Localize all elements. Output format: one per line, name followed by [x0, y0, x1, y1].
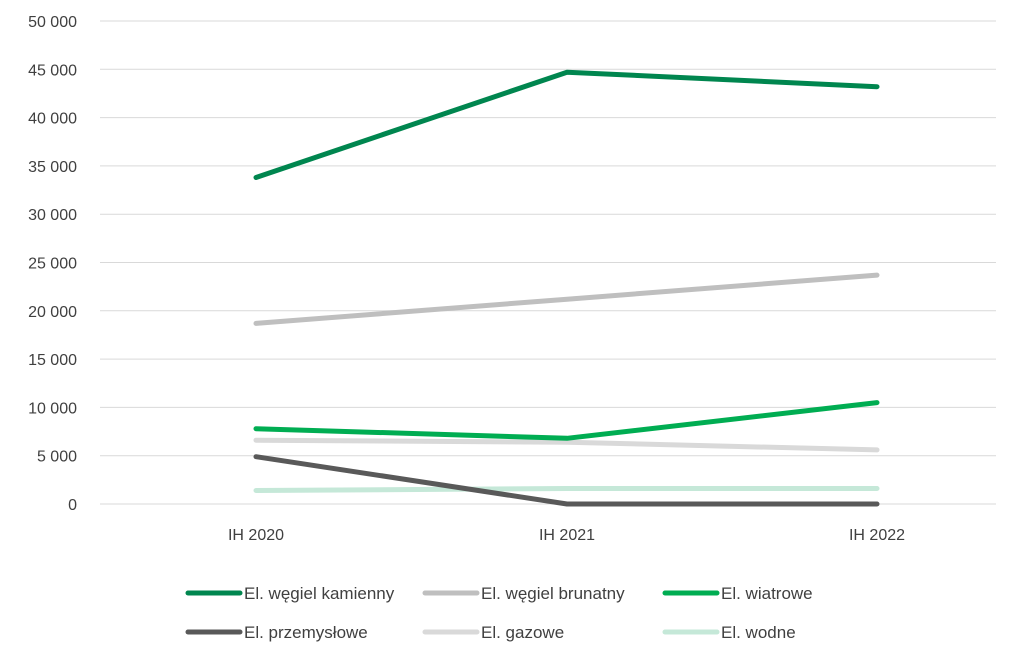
series-line — [253, 486, 880, 493]
y-tick-label: 10 000 — [28, 400, 77, 417]
x-tick-label: IH 2020 — [228, 527, 284, 544]
y-tick-label: 35 000 — [28, 159, 77, 176]
x-tick-label: IH 2021 — [539, 527, 595, 544]
series-line — [253, 454, 880, 507]
y-tick-label: 40 000 — [28, 111, 77, 128]
legend-label: El. węgiel brunatny — [481, 584, 625, 603]
legend-label: El. przemysłowe — [244, 623, 368, 642]
legend-label: El. gazowe — [481, 623, 564, 642]
y-axis-tick-labels: 0 5 000 10 000 15 000 20 000 25 000 30 000 35 0… — [28, 14, 77, 514]
gridlines — [100, 20, 996, 505]
series-line — [253, 272, 880, 326]
x-axis-tick-labels: IH 2020 IH 2021 IH 2022 — [228, 527, 905, 544]
y-tick-label: 45 000 — [28, 62, 77, 79]
series-lines — [253, 69, 880, 507]
y-tick-label: 0 — [68, 497, 77, 514]
series-line — [253, 437, 880, 453]
x-tick-label: IH 2022 — [849, 527, 905, 544]
y-tick-label: 20 000 — [28, 304, 77, 321]
y-tick-label: 15 000 — [28, 352, 77, 369]
y-tick-label: 30 000 — [28, 207, 77, 224]
legend-label: El. węgiel kamienny — [244, 584, 395, 603]
series-line — [253, 400, 880, 441]
legend-label: El. wiatrowe — [721, 584, 813, 603]
y-tick-label: 50 000 — [28, 14, 77, 31]
legend: El. węgiel kamienny El. węgiel brunatny El… — [185, 584, 813, 642]
series-line — [253, 69, 880, 180]
y-tick-label: 25 000 — [28, 256, 77, 273]
y-tick-label: 5 000 — [37, 449, 77, 466]
legend-label: El. wodne — [721, 623, 796, 642]
